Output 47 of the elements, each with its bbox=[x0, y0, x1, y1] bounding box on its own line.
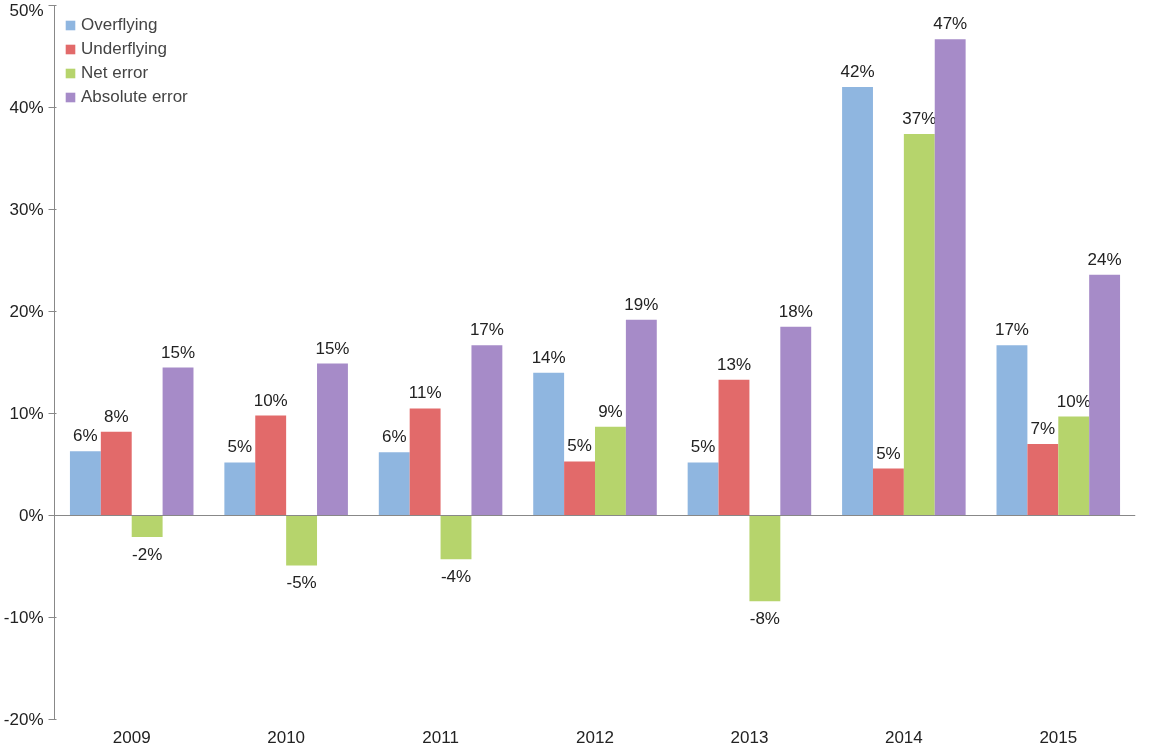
data-label: -2% bbox=[132, 544, 163, 564]
x-tick-label: 2013 bbox=[730, 727, 769, 747]
legend-label: Underflying bbox=[81, 39, 167, 59]
data-label: 37% bbox=[902, 109, 937, 129]
data-label: 10% bbox=[1056, 391, 1091, 411]
data-label: 7% bbox=[1030, 419, 1056, 439]
data-label: 13% bbox=[716, 354, 751, 374]
y-tick-label: 0% bbox=[18, 506, 44, 525]
data-label: 8% bbox=[103, 406, 129, 426]
x-tick-label: 2012 bbox=[576, 727, 614, 747]
data-label: 10% bbox=[253, 390, 288, 410]
legend-label: Net error bbox=[81, 63, 149, 83]
x-tick-label: 2014 bbox=[884, 727, 923, 747]
data-label: -4% bbox=[440, 567, 472, 587]
data-label: 5% bbox=[876, 443, 901, 463]
data-label: 6% bbox=[381, 427, 407, 447]
y-tick-label: 30% bbox=[9, 200, 44, 219]
data-label: 17% bbox=[469, 320, 504, 340]
data-label: 15% bbox=[315, 338, 350, 358]
data-label: 5% bbox=[567, 436, 592, 456]
data-label: 5% bbox=[690, 437, 716, 457]
data-label: 6% bbox=[73, 426, 98, 446]
y-tick-label: -20% bbox=[3, 710, 44, 729]
data-label: 24% bbox=[1087, 249, 1122, 269]
y-tick-label: 10% bbox=[9, 404, 44, 423]
data-label: 5% bbox=[227, 437, 253, 457]
y-tick-label: 50% bbox=[9, 0, 44, 20]
data-label: 15% bbox=[161, 342, 196, 362]
data-label: 18% bbox=[778, 301, 813, 321]
x-tick-label: 2015 bbox=[1039, 727, 1078, 747]
data-label: 11% bbox=[408, 383, 442, 403]
legend-label: Absolute error bbox=[81, 87, 188, 107]
data-label: 9% bbox=[598, 401, 623, 421]
x-tick-label: 2009 bbox=[112, 727, 151, 747]
data-label: 14% bbox=[531, 347, 566, 367]
y-tick-label: -10% bbox=[3, 608, 44, 627]
legend-label: Overflying bbox=[81, 15, 158, 35]
x-tick-label: 2010 bbox=[267, 727, 306, 747]
data-label: -5% bbox=[286, 573, 317, 593]
y-tick-label: 40% bbox=[9, 98, 44, 117]
data-label: -8% bbox=[749, 609, 780, 629]
x-tick-label: 2011 bbox=[422, 727, 459, 747]
data-label: 42% bbox=[840, 62, 875, 82]
y-tick-label: 20% bbox=[9, 302, 44, 321]
data-label: 47% bbox=[933, 14, 968, 34]
data-label: 17% bbox=[994, 320, 1029, 340]
data-label: 19% bbox=[624, 294, 659, 314]
